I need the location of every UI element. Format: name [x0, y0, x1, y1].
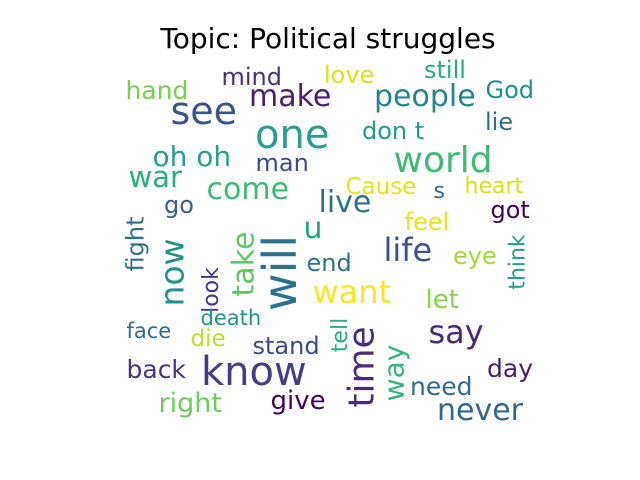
word-u: u: [303, 211, 323, 246]
word-cause: Cause: [345, 173, 417, 200]
word-end: end: [306, 249, 352, 277]
word-love: love: [324, 61, 375, 89]
word-give: give: [270, 386, 326, 416]
word-death: death: [200, 305, 262, 330]
word-want: want: [312, 273, 392, 311]
word-take: take: [225, 231, 261, 297]
word-will: will: [252, 235, 307, 311]
word-oh-oh: oh oh: [152, 140, 232, 173]
word-make: make: [249, 79, 332, 114]
word-man: man: [255, 149, 309, 177]
word-don-t: don t: [362, 117, 425, 145]
word-people: people: [374, 79, 476, 114]
word-feel: feel: [404, 208, 450, 236]
word-now: now: [152, 237, 192, 307]
word-let: let: [425, 285, 459, 315]
word-day: day: [487, 353, 533, 383]
word-lie: lie: [485, 108, 514, 136]
word-fight: fight: [120, 216, 149, 272]
chart-title: Topic: Political struggles: [160, 22, 496, 55]
word-face: face: [126, 318, 172, 343]
word-still: still: [424, 56, 466, 84]
word-tell: tell: [328, 317, 354, 353]
word-stand: stand: [252, 332, 320, 360]
word-see: see: [170, 89, 238, 133]
word-back: back: [126, 354, 186, 384]
word-need: need: [410, 371, 473, 401]
word-never: never: [437, 393, 524, 428]
word-think: think: [505, 234, 531, 290]
word-eye: eye: [453, 242, 497, 270]
word-god: God: [485, 76, 535, 104]
word-got: got: [490, 196, 530, 224]
word-say: say: [428, 313, 484, 351]
word-hand: hand: [125, 75, 189, 105]
word-go: go: [164, 191, 194, 219]
word-come: come: [206, 172, 290, 207]
word-s: s: [433, 179, 445, 204]
word-war: war: [128, 159, 182, 194]
word-heart: heart: [464, 174, 524, 199]
word-world: world: [393, 140, 493, 181]
word-right: right: [158, 387, 222, 419]
word-die: die: [190, 325, 226, 352]
word-live: live: [318, 185, 372, 220]
word-know: know: [201, 349, 307, 395]
word-one: one: [255, 112, 330, 158]
word-mind: mind: [221, 63, 283, 91]
word-way: way: [376, 344, 410, 402]
word-life: life: [383, 231, 433, 269]
